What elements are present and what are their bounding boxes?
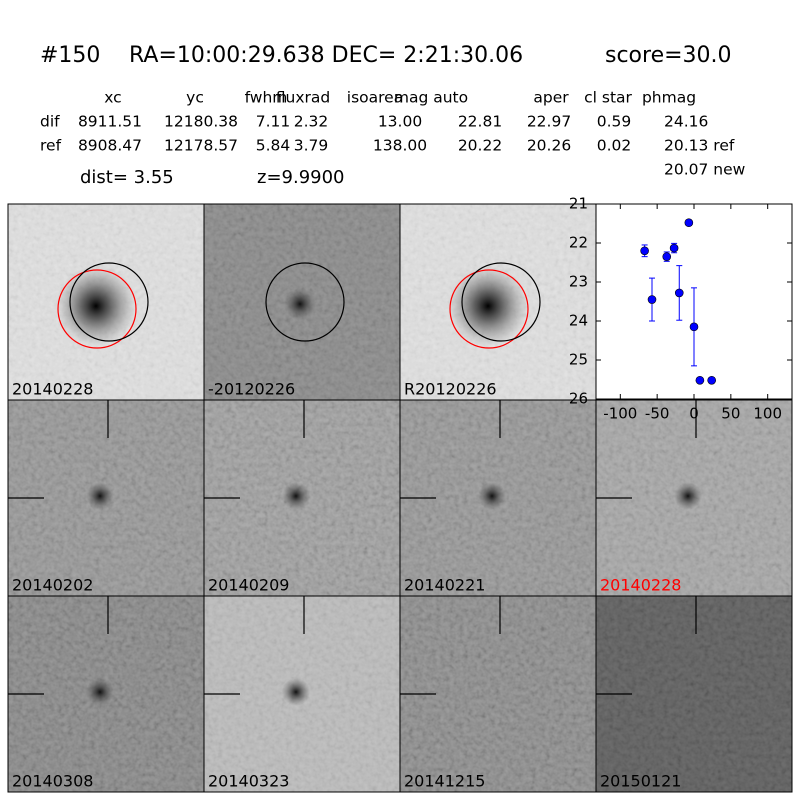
source bbox=[448, 266, 528, 346]
det-circle bbox=[461, 262, 541, 342]
det-circle bbox=[265, 262, 345, 342]
stamp: 20140228 bbox=[7, 203, 205, 401]
cell: 7.11 bbox=[256, 113, 291, 131]
source bbox=[282, 482, 310, 510]
source bbox=[56, 266, 136, 346]
source bbox=[86, 482, 114, 510]
stamp-label: 20150121 bbox=[600, 772, 681, 791]
det-circle bbox=[69, 262, 149, 342]
source bbox=[86, 678, 114, 706]
cell: 5.84 bbox=[256, 137, 291, 155]
x-tick-label: 100 bbox=[753, 405, 782, 423]
point bbox=[707, 375, 716, 385]
stamp-border bbox=[595, 595, 793, 793]
x-tick-label: 50 bbox=[721, 405, 740, 423]
source bbox=[674, 482, 702, 510]
cell: 0.59 bbox=[597, 113, 632, 131]
cell: 3.79 bbox=[294, 137, 329, 155]
stamp-label: 20140308 bbox=[12, 772, 93, 791]
point bbox=[662, 252, 672, 261]
point bbox=[647, 295, 657, 304]
row-label: dif bbox=[40, 113, 60, 131]
source bbox=[478, 482, 506, 510]
point bbox=[674, 288, 684, 298]
stamp: 20140308 bbox=[7, 595, 205, 793]
stamp-label: 20140202 bbox=[12, 576, 93, 595]
cell: 0.02 bbox=[597, 137, 632, 155]
stamp: 20140323 bbox=[203, 595, 401, 793]
column-header: mag auto bbox=[394, 89, 468, 107]
stamp: 20140221 bbox=[399, 399, 597, 597]
stamp-label: R20120226 bbox=[404, 380, 497, 399]
x-tick-label: -100 bbox=[603, 405, 637, 423]
cell: 13.00 bbox=[378, 113, 422, 131]
coordinates: RA=10:00:29.638 DEC= 2:21:30.06 bbox=[129, 43, 523, 68]
cell: 22.81 bbox=[458, 113, 502, 131]
cell: 20.22 bbox=[458, 137, 502, 155]
stamp: 20150121 bbox=[595, 595, 793, 793]
score: score=30.0 bbox=[605, 43, 732, 68]
y-tick-label: 24 bbox=[569, 312, 588, 330]
y-tick-label: 23 bbox=[569, 273, 588, 291]
column-header: phmag bbox=[642, 89, 696, 107]
plot-frame bbox=[595, 203, 793, 400]
phmag-new: 20.07 new bbox=[664, 161, 746, 179]
row-label: ref bbox=[40, 137, 62, 155]
stamp: R20120226 bbox=[399, 203, 597, 401]
stamp-label: 20141215 bbox=[404, 772, 485, 791]
cell: 12178.57 bbox=[164, 137, 238, 155]
y-tick-label: 25 bbox=[569, 351, 588, 369]
stamp-label: 20140323 bbox=[208, 772, 289, 791]
ref-circle bbox=[57, 269, 137, 349]
point bbox=[684, 218, 694, 228]
cell: 22.97 bbox=[527, 113, 571, 131]
distance: dist= 3.55 bbox=[80, 167, 174, 188]
point bbox=[695, 375, 705, 385]
cell: 24.16 bbox=[664, 113, 708, 131]
cell: 138.00 bbox=[373, 137, 427, 155]
stamp-label: 20140228 bbox=[12, 380, 93, 399]
column-header: fluxrad bbox=[276, 89, 330, 107]
cell: 8911.51 bbox=[78, 113, 142, 131]
column-header: cl star bbox=[584, 89, 632, 107]
y-tick-label: 22 bbox=[569, 234, 588, 252]
stamp: -20120226 bbox=[203, 203, 401, 401]
cell: 8908.47 bbox=[78, 137, 142, 155]
column-header: isoarea bbox=[347, 89, 403, 107]
stamp: 20141215 bbox=[399, 595, 597, 793]
point bbox=[689, 322, 699, 332]
stamp: 20140228 bbox=[595, 399, 793, 597]
stamp-label: 20140221 bbox=[404, 576, 485, 595]
stamp-label: -20120226 bbox=[208, 380, 295, 399]
y-tick-label: 26 bbox=[569, 390, 588, 408]
x-tick-label: 0 bbox=[689, 405, 699, 423]
column-header: fwhm bbox=[245, 89, 288, 107]
column-header: yc bbox=[186, 89, 204, 107]
stamp: 20140202 bbox=[7, 399, 205, 597]
cell: 12180.38 bbox=[164, 113, 238, 131]
column-header: aper bbox=[533, 89, 569, 107]
ref-circle bbox=[449, 269, 529, 349]
candidate-id: #150 bbox=[40, 43, 100, 68]
stamp-label: 20140228 bbox=[600, 576, 681, 595]
cell: 20.26 bbox=[527, 137, 571, 155]
source bbox=[284, 288, 316, 320]
point bbox=[640, 246, 649, 256]
cell: 2.32 bbox=[294, 113, 329, 131]
point bbox=[669, 243, 679, 253]
y-tick-label: 21 bbox=[569, 195, 588, 213]
redshift: z=9.9900 bbox=[257, 167, 345, 188]
column-header: xc bbox=[104, 89, 121, 107]
cell: 20.13 ref bbox=[664, 137, 735, 155]
stamp: 20140209 bbox=[203, 399, 401, 597]
source bbox=[282, 678, 310, 706]
x-tick-label: -50 bbox=[645, 405, 670, 423]
stamp-label: 20140209 bbox=[208, 576, 289, 595]
